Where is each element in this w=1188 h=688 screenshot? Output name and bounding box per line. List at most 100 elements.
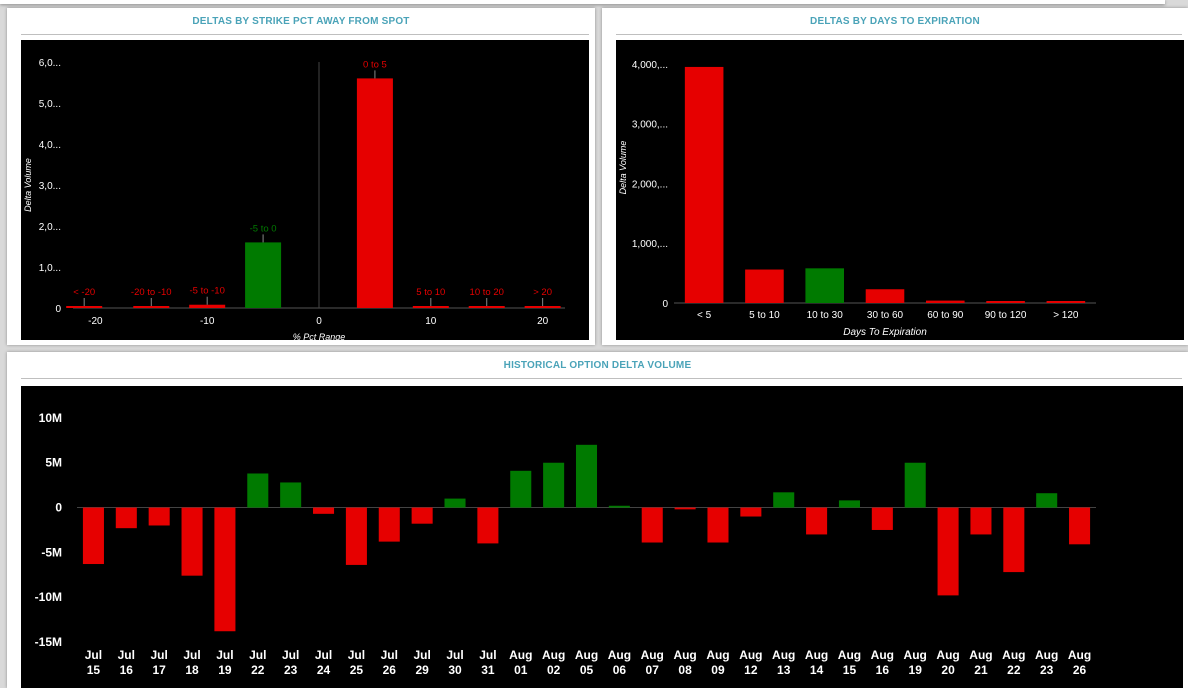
x-tick-label: 10 [425, 316, 437, 327]
x-tick-day: 23 [1040, 663, 1054, 677]
data-label: 0 to 5 [363, 59, 387, 70]
x-tick-month: Aug [509, 648, 532, 662]
bar [181, 507, 203, 576]
x-tick-day: 13 [777, 663, 791, 677]
x-tick-day: 07 [646, 663, 660, 677]
bar [1046, 301, 1086, 303]
x-tick-day: 25 [350, 663, 364, 677]
bar [838, 500, 860, 508]
x-tick-label: 60 to 90 [927, 310, 964, 321]
data-label: -5 to 0 [250, 223, 277, 234]
bar [313, 507, 335, 514]
x-tick-label: -10 [200, 316, 215, 327]
x-tick-month: Jul [216, 648, 233, 662]
y-tick-label: 10M [39, 411, 62, 425]
y-tick-label: 4,0... [39, 140, 61, 151]
y-axis-label: Delta Volume [618, 141, 628, 195]
x-tick-day: 19 [218, 663, 232, 677]
x-tick-month: Aug [739, 648, 762, 662]
x-tick-label: < 5 [697, 310, 712, 321]
y-tick-label: -10M [35, 590, 62, 604]
x-tick-month: Aug [1002, 648, 1025, 662]
x-tick-day: 01 [514, 663, 528, 677]
bar [1003, 507, 1025, 573]
x-tick-month: Jul [183, 648, 200, 662]
x-tick-day: 19 [909, 663, 923, 677]
x-tick-day: 29 [415, 663, 429, 677]
bar [684, 66, 724, 303]
y-tick-label: 0 [55, 501, 62, 515]
x-tick-month: Aug [838, 648, 861, 662]
y-tick-label: 4,000,... [632, 60, 668, 71]
x-tick-label: -20 [88, 316, 103, 327]
x-tick-day: 23 [284, 663, 298, 677]
x-tick-month: Aug [575, 648, 598, 662]
x-tick-month: Aug [936, 648, 959, 662]
bar [674, 507, 696, 510]
bar [937, 507, 959, 596]
data-label: < -20 [73, 287, 95, 298]
bar [805, 268, 845, 303]
x-tick-month: Jul [348, 648, 365, 662]
bar [707, 507, 729, 543]
bar [148, 507, 170, 526]
bar [524, 306, 561, 308]
bar [189, 304, 226, 308]
data-label: > 20 [533, 287, 552, 298]
x-tick-month: Jul [315, 648, 332, 662]
bar [468, 306, 505, 308]
x-tick-day: 26 [383, 663, 397, 677]
x-tick-day: 15 [843, 663, 857, 677]
x-tick-label: 5 to 10 [749, 310, 780, 321]
y-tick-label: -15M [35, 635, 62, 649]
bar [986, 301, 1025, 303]
y-tick-label: 1,0... [39, 263, 61, 274]
x-tick-label: 90 to 120 [985, 310, 1027, 321]
x-tick-month: Jul [479, 648, 496, 662]
x-tick-month: Jul [282, 648, 299, 662]
y-tick-label: 2,0... [39, 222, 61, 233]
x-tick-month: Aug [969, 648, 992, 662]
x-tick-day: 02 [547, 663, 561, 677]
divider [616, 34, 1182, 35]
x-tick-day: 18 [185, 663, 199, 677]
x-tick-label: 20 [537, 316, 549, 327]
data-label: 10 to 20 [470, 287, 504, 298]
bar [356, 78, 393, 309]
bar [247, 473, 269, 508]
bar [115, 507, 137, 529]
bar [970, 507, 992, 535]
x-tick-day: 24 [317, 663, 331, 677]
x-tick-day: 06 [613, 663, 627, 677]
x-tick-month: Aug [1035, 648, 1058, 662]
x-tick-month: Aug [608, 648, 631, 662]
y-tick-label: 3,0... [39, 181, 61, 192]
x-tick-month: Aug [641, 648, 664, 662]
x-axis-label: Days To Expiration [843, 327, 927, 338]
bar [66, 306, 103, 308]
x-tick-day: 16 [876, 663, 890, 677]
x-axis-label: % Pct Range [293, 332, 346, 340]
history-chart: 10M 5M 0 -5M -10M -15M Jul 15 Jul 16 Jul 17 Jul 18 Jul… [21, 386, 1183, 688]
bar [378, 507, 400, 542]
x-tick-label: > 120 [1053, 310, 1079, 321]
x-tick-month: Jul [151, 648, 168, 662]
strike-chart-svg: 0 1,0... 2,0... 3,0... 4,0... 5,0... 6,0... -20… [23, 58, 565, 340]
bar [773, 492, 795, 508]
x-tick-day: 05 [580, 663, 594, 677]
x-tick-month: Aug [1068, 648, 1091, 662]
divider [21, 378, 1182, 379]
x-tick-month: Jul [381, 648, 398, 662]
x-tick-month: Aug [706, 648, 729, 662]
bar [1069, 507, 1091, 545]
x-tick-day: 17 [152, 663, 166, 677]
bar [641, 507, 663, 543]
x-tick-day: 22 [251, 663, 265, 677]
x-tick-month: Aug [772, 648, 795, 662]
x-tick-day: 26 [1073, 663, 1087, 677]
y-tick-label: 6,0... [39, 58, 61, 69]
x-tick-day: 21 [974, 663, 988, 677]
bar [865, 289, 905, 303]
x-tick-month: Aug [871, 648, 894, 662]
strike-chart: 0 1,0... 2,0... 3,0... 4,0... 5,0... 6,0... -20… [21, 40, 589, 340]
